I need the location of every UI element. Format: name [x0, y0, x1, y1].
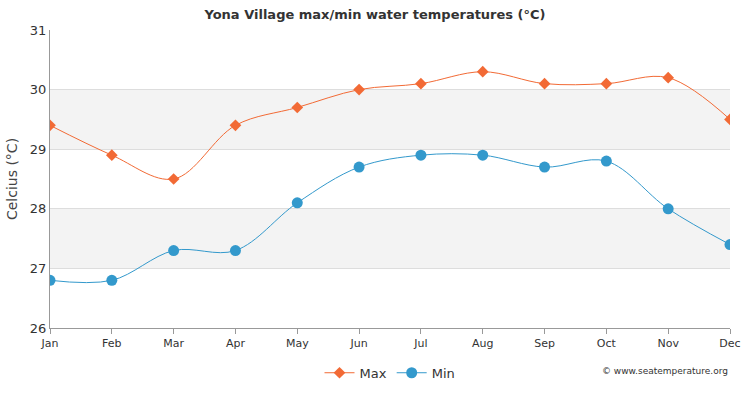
svg-text:Sep: Sep	[534, 337, 555, 350]
svg-text:31: 31	[30, 23, 47, 38]
svg-text:Jun: Jun	[349, 337, 367, 350]
svg-text:26: 26	[30, 321, 47, 336]
svg-text:Jan: Jan	[41, 337, 59, 350]
svg-text:Feb: Feb	[102, 337, 121, 350]
svg-text:Aug: Aug	[472, 337, 493, 350]
svg-text:Min: Min	[432, 366, 455, 381]
svg-text:27: 27	[30, 261, 47, 276]
svg-text:Dec: Dec	[719, 337, 740, 350]
svg-text:Nov: Nov	[657, 337, 679, 350]
svg-text:© www.seatemperature.org: © www.seatemperature.org	[602, 366, 728, 376]
svg-text:28: 28	[30, 201, 47, 216]
svg-text:Jul: Jul	[413, 337, 427, 350]
svg-text:Apr: Apr	[226, 337, 246, 350]
svg-text:Celcius (°C): Celcius (°C)	[4, 138, 20, 220]
svg-text:Mar: Mar	[163, 337, 184, 350]
svg-text:29: 29	[30, 142, 47, 157]
svg-text:Oct: Oct	[597, 337, 617, 350]
svg-text:Yona Village max/min water tem: Yona Village max/min water temperatures …	[203, 7, 545, 22]
svg-text:Max: Max	[360, 366, 387, 381]
svg-text:May: May	[286, 337, 309, 350]
svg-text:30: 30	[30, 82, 47, 97]
